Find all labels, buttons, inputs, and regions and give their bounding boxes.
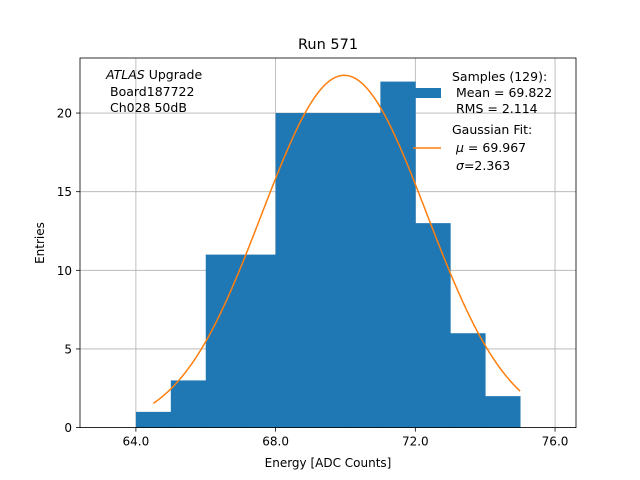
y-tick-label: 5 [64, 342, 72, 356]
upgrade-label: Upgrade [145, 67, 203, 82]
histogram-bar [170, 380, 207, 428]
chart-title: Run 571 [298, 37, 358, 53]
board-label: Board187722 [110, 84, 194, 99]
legend-samples-title: Samples (129): [452, 69, 547, 84]
sigma-value: =2.363 [464, 158, 510, 173]
x-axis-ticks: 64.0 68.0 72.0 76.0 [123, 427, 569, 449]
legend-fit-sigma: σ=2.363 [456, 158, 510, 173]
svg-text:ATLAS Upgrade: ATLAS Upgrade [105, 67, 202, 82]
mu-value: = 69.967 [464, 140, 526, 155]
legend-samples-mean: Mean = 69.822 [456, 85, 552, 100]
legend: Samples (129): Mean = 69.822 RMS = 2.114… [413, 69, 552, 173]
y-tick-label: 20 [57, 107, 72, 121]
legend-fit-mu: μ = 69.967 [455, 140, 526, 155]
histogram-bar [275, 113, 311, 428]
mu-symbol: μ [455, 140, 464, 155]
histogram-bar [450, 333, 486, 428]
gaussian-fit-curve [152, 74, 521, 404]
y-tick-label: 10 [57, 264, 72, 278]
histogram-bar [345, 113, 381, 428]
histogram-bar [240, 254, 277, 428]
legend-samples-rms: RMS = 2.114 [456, 101, 538, 116]
atlas-annotation: ATLAS Upgrade Board187722 Ch028 50dB [105, 67, 202, 115]
histogram-bar [135, 411, 172, 428]
sigma-symbol: σ [456, 158, 465, 173]
y-tick-label: 15 [57, 185, 72, 199]
histogram-bar [310, 113, 346, 428]
histogram-bar [485, 396, 521, 428]
atlas-label: ATLAS [105, 67, 145, 82]
histogram-bar [380, 81, 416, 428]
legend-fit-title: Gaussian Fit: [452, 122, 532, 137]
legend-samples-swatch [413, 88, 441, 98]
x-tick-label: 72.0 [402, 435, 429, 449]
plot-frame [79, 57, 577, 429]
histogram-bar [205, 254, 242, 428]
y-axis-ticks: 0 5 10 15 20 [57, 107, 80, 435]
channel-label: Ch028 50dB [110, 100, 187, 115]
x-tick-label: 64.0 [123, 435, 150, 449]
x-axis-label: Energy [ADC Counts] [265, 456, 392, 470]
histogram-bar [415, 223, 451, 428]
y-axis-label: Entries [33, 222, 47, 264]
y-tick-label: 0 [64, 421, 72, 435]
x-tick-label: 68.0 [262, 435, 289, 449]
x-tick-label: 76.0 [542, 435, 569, 449]
